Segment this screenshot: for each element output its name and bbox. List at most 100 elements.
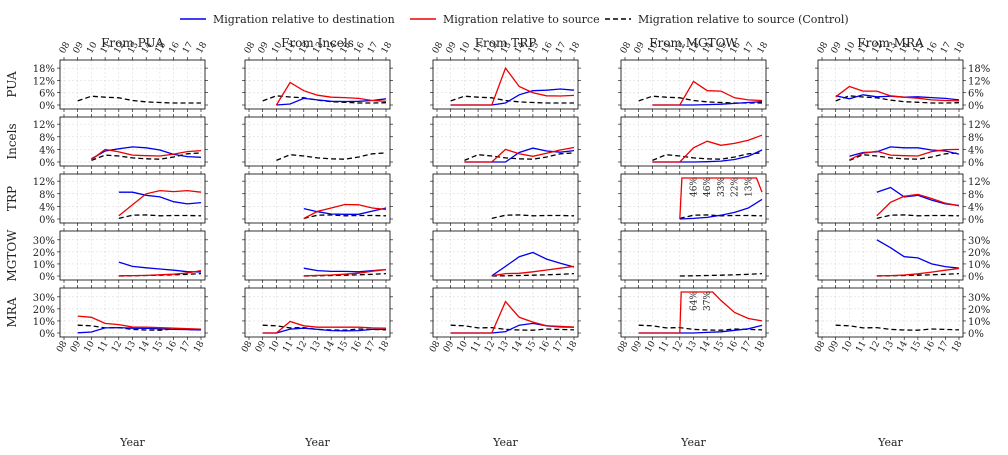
y-tick-label-right: 10% <box>968 317 990 328</box>
series-line-control <box>876 272 960 277</box>
x-tick-label: 09 <box>442 339 457 354</box>
series-line-source <box>118 189 202 217</box>
y-tick-label-right: 6% <box>968 89 984 100</box>
column-title: From TRP <box>475 36 537 50</box>
column-title: From Incels <box>281 36 354 50</box>
series-line-control <box>679 272 763 277</box>
x-tick-label: 08 <box>616 339 631 354</box>
x-tick-label-top: 16 <box>926 40 941 55</box>
clipped-value-label: 33% <box>717 177 727 197</box>
series-line-destination <box>77 326 202 334</box>
x-tick-label: 12 <box>868 340 882 355</box>
row-label: MGTOW <box>5 229 19 282</box>
y-tick-label-right: 12% <box>968 120 990 131</box>
y-tick-label-right: 20% <box>968 305 990 316</box>
y-tick-label: 4% <box>39 202 55 213</box>
panel-mgtow-from-mra: 0%10%20%30% <box>815 228 990 283</box>
x-tick-label-top: 11 <box>857 41 871 56</box>
panel-mgtow-from-trp <box>430 228 581 283</box>
series-line-control <box>91 152 202 162</box>
x-tick-label-top: 09 <box>257 40 272 55</box>
series-line-control <box>77 324 202 331</box>
series-line-source <box>876 193 960 217</box>
y-tick-label: 0% <box>39 101 55 112</box>
panel-mgtow-from-mgtow <box>618 228 769 283</box>
y-tick-label: 0% <box>39 158 55 169</box>
y-tick-label-right: 0% <box>968 158 984 169</box>
panel-incels-from-mra: 0% 4%8% 12% <box>815 114 990 169</box>
panel-trp-from-pua: 0% 4%8% 12% TRP <box>5 171 208 226</box>
x-tick-label: 11 <box>469 340 483 355</box>
x-tick-label-top: 12 <box>113 41 127 56</box>
x-tick-label: 08 <box>428 339 443 354</box>
y-tick-label: 20% <box>33 248 55 259</box>
x-tick-label-top: 18 <box>953 40 968 55</box>
panel-incels-from-mgtow <box>618 114 769 169</box>
x-tick-label: 14 <box>322 339 337 354</box>
x-tick-label: 17 <box>364 339 379 354</box>
x-tick-label-top: 08 <box>243 40 258 55</box>
series-line-source <box>464 146 575 163</box>
row-label: MRA <box>5 297 19 327</box>
x-tick-label-top: 17 <box>366 40 381 55</box>
x-tick-label-top: 16 <box>353 40 368 55</box>
series-line-source <box>491 265 575 277</box>
x-tick-label: 15 <box>712 339 727 354</box>
series-line-control <box>835 324 960 331</box>
x-tick-label-top: 08 <box>58 40 73 55</box>
y-tick-label: 30% <box>33 236 55 247</box>
x-tick-label-top: 12 <box>674 41 688 56</box>
series-line-source <box>303 203 387 219</box>
row-label: TRP <box>5 186 19 211</box>
series-line-control <box>491 214 575 220</box>
series-line-source <box>275 81 387 106</box>
x-tick-label-top: 11 <box>99 41 113 56</box>
panel-mra-from-trp: 08 09 10 11 12 13 14 15 16 17 18 Year <box>428 285 581 449</box>
x-tick-label-top: 11 <box>472 41 486 56</box>
x-tick-label-top: 12 <box>871 41 885 56</box>
series-line-control <box>876 214 960 220</box>
x-tick-label: 16 <box>726 339 741 354</box>
series-line-control <box>652 152 763 162</box>
x-tick-label: 18 <box>377 339 392 354</box>
panel-mra-from-mra: 0%10%20%30% 08 09 10 11 12 13 14 15 16 17 18 Year <box>813 285 990 449</box>
y-tick-label: 10% <box>33 260 55 271</box>
x-tick-label-top: 11 <box>660 41 674 56</box>
x-tick-label-top: 16 <box>168 40 183 55</box>
series-line-source <box>77 315 202 330</box>
panel-mgtow-from-pua: 0%10%20%30% MGTOW <box>5 228 208 283</box>
x-tick-label: 18 <box>753 339 768 354</box>
panel-mgtow-from-incels <box>242 228 393 283</box>
series-line-source <box>118 269 202 277</box>
y-tick-label: 12% <box>33 76 55 87</box>
series-line-control <box>262 95 387 104</box>
x-tick-label-top: 10 <box>458 40 473 55</box>
series-line-control <box>849 152 960 162</box>
y-tick-label-right: 8% <box>968 133 984 144</box>
y-tick-label: 0% <box>39 215 55 226</box>
panel-incels-from-pua: 0% 4%8% 12% Incels <box>5 114 208 169</box>
x-tick-label: 14 <box>698 339 713 354</box>
y-tick-label-right: 30% <box>968 236 990 247</box>
y-tick-label: 0% <box>39 329 55 340</box>
series-line-destination <box>262 327 386 334</box>
panel-trp-from-mgtow: 46% 46% 33% 22% 13% <box>618 171 769 226</box>
series-line-source <box>262 320 387 334</box>
x-axis-label: Year <box>492 436 518 449</box>
series-line-control <box>491 272 575 277</box>
x-tick-label: 11 <box>854 340 868 355</box>
y-tick-label-right: 0% <box>968 329 984 340</box>
x-tick-label: 17 <box>740 339 755 354</box>
x-tick-label: 13 <box>309 339 324 354</box>
x-tick-label: 15 <box>336 339 351 354</box>
x-tick-label: 12 <box>110 340 124 355</box>
x-tick-label: 18 <box>192 339 207 354</box>
series-line-source <box>450 300 575 334</box>
series-line-destination <box>652 149 763 163</box>
series-line-destination <box>118 191 202 205</box>
x-tick-label-top: 09 <box>633 40 648 55</box>
